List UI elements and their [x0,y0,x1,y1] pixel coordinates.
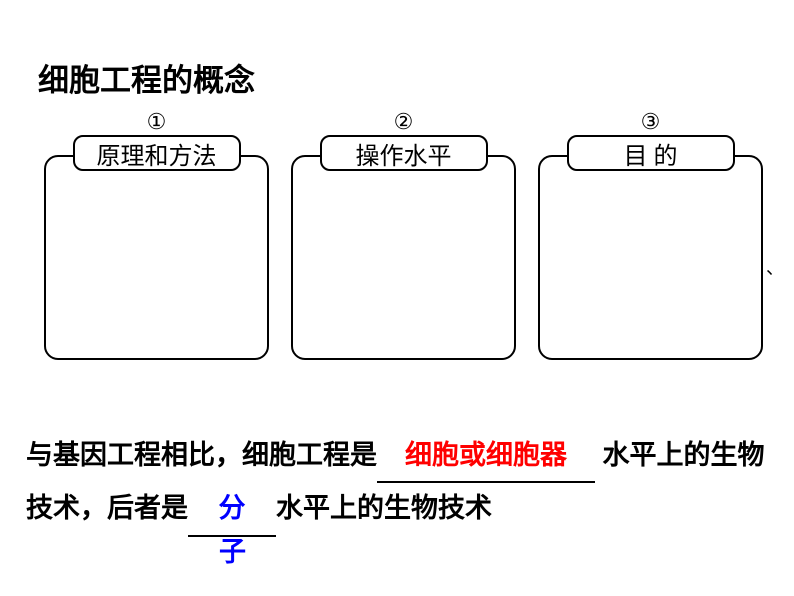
blank-2: 分 [188,483,276,536]
box-body-1 [44,155,269,360]
page-title: 细胞工程的概念 [38,55,255,100]
box-wrap-3: ③ 目 的 [538,155,763,360]
box-tab-3: 目 的 [567,135,735,171]
stray-mark: 、 [766,254,784,280]
answer-2-blue-top: 分 [219,493,246,523]
box-body-2 [291,155,516,360]
line2-part-a: 技术，后者是 [26,493,188,523]
bottom-paragraph: 与基因工程相比，细胞工程是细胞或细胞器 水平上的生物 技术，后者是 分水平上的生物… [26,430,765,537]
line2-part-b: 水平上的生物技术 [276,493,492,523]
box-wrap-2: ② 操作水平 [291,155,516,360]
box-wrap-1: ① 原理和方法 [44,155,269,360]
box-tab-2: 操作水平 [320,135,488,171]
line1-part-a: 与基因工程相比，细胞工程是 [26,440,377,470]
answer-2-blue-bottom: 子 [219,530,246,569]
line1-part-b: 水平上的生物 [595,440,765,470]
concept-boxes-row: ① 原理和方法 ② 操作水平 ③ 目 的 [44,155,763,360]
box-body-3 [538,155,763,360]
box-number-2: ② [394,109,414,135]
box-tab-1: 原理和方法 [73,135,241,171]
box-number-3: ③ [641,109,661,135]
answer-1-red: 细胞或细胞器 [405,440,567,470]
box-number-1: ① [147,109,167,135]
blank-1: 细胞或细胞器 [377,430,595,483]
